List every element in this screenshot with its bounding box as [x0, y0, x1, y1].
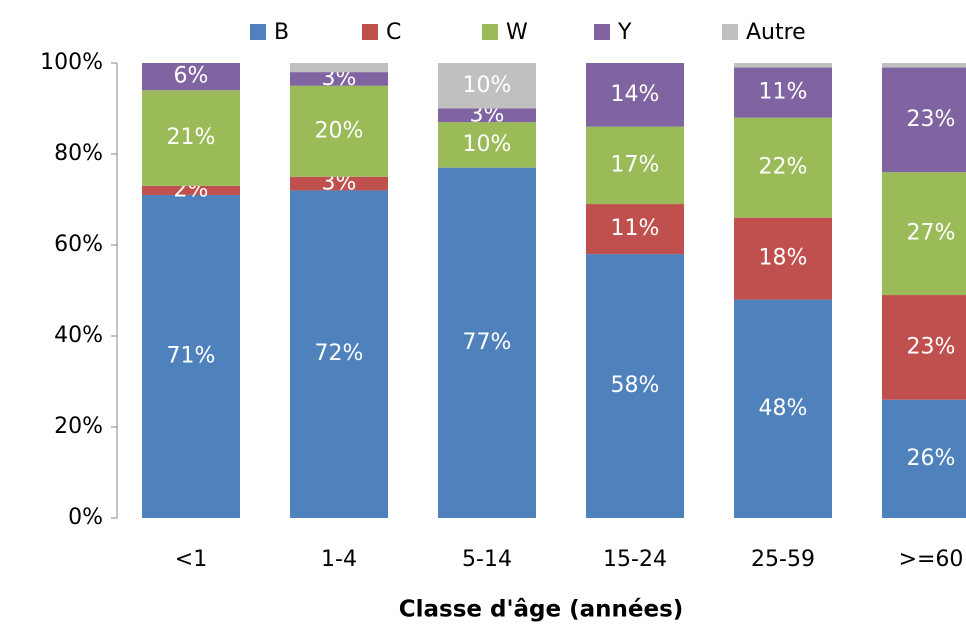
- bar-segment: [734, 117, 832, 218]
- legend-swatch: [362, 24, 378, 40]
- bar-segment: [586, 254, 684, 518]
- x-tick-label: 25-59: [751, 547, 815, 572]
- bar-segment: [882, 172, 966, 296]
- data-label: 26%: [907, 446, 956, 471]
- data-label: 10%: [463, 132, 512, 157]
- data-label: 23%: [907, 334, 956, 359]
- bar-segment: [142, 90, 240, 186]
- bar-segment: [882, 399, 966, 518]
- bar-segment: [142, 63, 240, 91]
- bar-segment: [734, 217, 832, 300]
- data-label: 21%: [167, 125, 216, 150]
- bar-segment: [290, 85, 388, 177]
- data-label: 6%: [174, 64, 209, 89]
- data-label: 20%: [315, 118, 364, 143]
- data-label: 14%: [611, 82, 660, 107]
- bar-segment: [290, 190, 388, 518]
- y-tick-label: 60%: [54, 232, 103, 257]
- x-tick-label: 5-14: [462, 547, 512, 572]
- legend-swatch: [250, 24, 266, 40]
- bar-segment: [882, 295, 966, 400]
- bar-segment: [142, 185, 240, 195]
- x-tick-label: <1: [175, 547, 207, 572]
- bar-segment: [734, 67, 832, 118]
- bar-segment: [438, 108, 536, 123]
- legend-label: C: [386, 20, 401, 45]
- bar-segment: [290, 72, 388, 86]
- data-label: 10%: [463, 73, 512, 98]
- legend-label: W: [506, 20, 528, 45]
- bar-segment: [586, 63, 684, 127]
- data-label: 27%: [907, 221, 956, 246]
- y-tick-label: 20%: [54, 414, 103, 439]
- data-label: 18%: [759, 246, 808, 271]
- data-label: 58%: [611, 373, 660, 398]
- bar-segment: [142, 194, 240, 518]
- data-label: 48%: [759, 396, 808, 421]
- legend-label: B: [274, 20, 289, 45]
- y-tick-label: 80%: [54, 141, 103, 166]
- y-tick-label: 100%: [40, 50, 103, 75]
- data-label: 71%: [167, 343, 216, 368]
- bar-segment: [290, 176, 388, 191]
- data-label: 11%: [611, 216, 660, 241]
- legend-label: Autre: [746, 20, 806, 45]
- x-axis-title: Classe d'âge (années): [399, 597, 684, 623]
- legend-label: Y: [617, 20, 632, 45]
- bar-segment: [438, 63, 536, 109]
- y-tick-label: 0%: [68, 505, 103, 530]
- bar-segment: [882, 63, 966, 68]
- bar-segment: [586, 204, 684, 255]
- x-tick-label: >=60: [899, 547, 964, 572]
- bar-segment: [438, 122, 536, 168]
- bar-segment: [734, 299, 832, 518]
- legend-swatch: [722, 24, 738, 40]
- x-tick-label: 1-4: [321, 547, 357, 572]
- data-label: 77%: [463, 330, 512, 355]
- y-tick-label: 40%: [54, 323, 103, 348]
- data-label: 22%: [759, 155, 808, 180]
- data-label: 23%: [907, 107, 956, 132]
- data-label: 72%: [315, 341, 364, 366]
- legend-swatch: [594, 24, 610, 40]
- bar-segment: [290, 63, 388, 73]
- bar-segment: [586, 126, 684, 205]
- x-tick-label: 15-24: [603, 547, 667, 572]
- bar-segment: [438, 167, 536, 518]
- data-label: 11%: [759, 80, 808, 105]
- data-label: 17%: [611, 152, 660, 177]
- bar-segment: [734, 63, 832, 68]
- bar-segment: [882, 67, 966, 173]
- legend-swatch: [482, 24, 498, 40]
